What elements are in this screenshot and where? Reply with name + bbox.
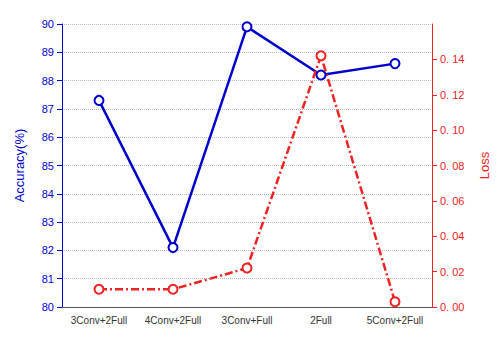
svg-text:Accuracy(%): Accuracy(%) <box>12 129 27 203</box>
svg-text:90: 90 <box>42 18 54 30</box>
svg-text:0. 06: 0. 06 <box>440 195 464 207</box>
svg-text:3Conv+Full: 3Conv+Full <box>222 315 273 326</box>
svg-text:86: 86 <box>42 131 54 143</box>
svg-text:3Conv+2Full: 3Conv+2Full <box>71 315 127 326</box>
svg-text:87: 87 <box>42 103 54 115</box>
svg-text:0. 04: 0. 04 <box>440 230 464 242</box>
svg-text:0. 12: 0. 12 <box>440 89 464 101</box>
svg-text:83: 83 <box>42 216 54 228</box>
svg-text:2Full: 2Full <box>310 315 332 326</box>
svg-text:0. 00: 0. 00 <box>440 301 464 313</box>
svg-text:0. 02: 0. 02 <box>440 266 464 278</box>
svg-text:88: 88 <box>42 75 54 87</box>
svg-text:82: 82 <box>42 244 54 256</box>
svg-text:81: 81 <box>42 273 54 285</box>
svg-text:5Conv+2Full: 5Conv+2Full <box>367 315 423 326</box>
svg-text:4Conv+2Full: 4Conv+2Full <box>145 315 201 326</box>
svg-text:0. 10: 0. 10 <box>440 124 464 136</box>
svg-text:89: 89 <box>42 46 54 58</box>
svg-text:84: 84 <box>42 188 54 200</box>
svg-text:80: 80 <box>42 301 54 313</box>
svg-text:Loss: Loss <box>477 151 492 179</box>
svg-text:0. 14: 0. 14 <box>440 53 464 65</box>
svg-text:85: 85 <box>42 160 54 172</box>
svg-text:0. 08: 0. 08 <box>440 160 464 172</box>
